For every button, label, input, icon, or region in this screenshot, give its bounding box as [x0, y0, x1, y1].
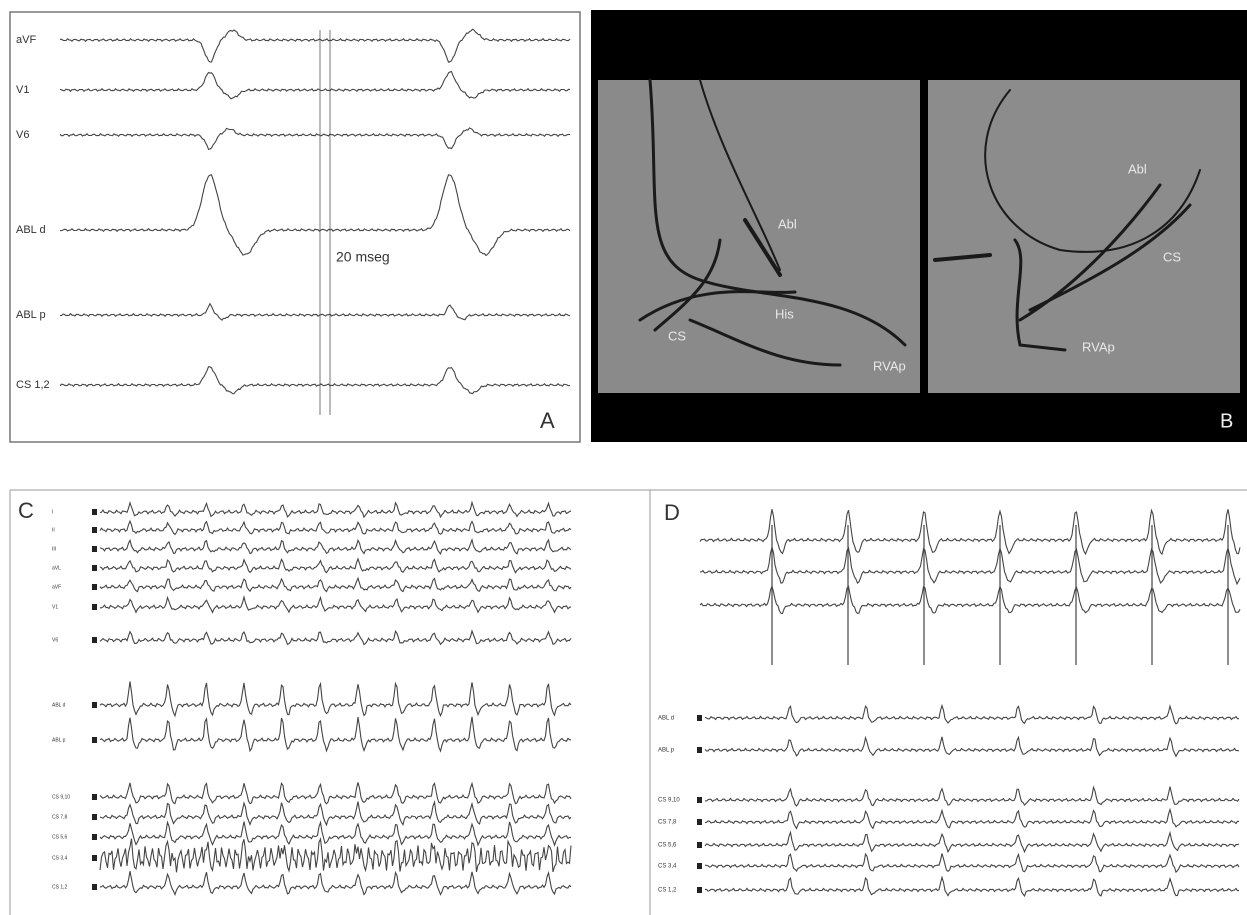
- lead-marker: [92, 814, 97, 820]
- ecg-trace: [99, 519, 572, 536]
- ecg-trace: [59, 366, 571, 395]
- fluoro-label: His: [775, 306, 794, 321]
- fluoro-label: RVAp: [873, 358, 906, 373]
- lead-marker: [92, 527, 97, 533]
- ecg-trace: [99, 629, 572, 646]
- panel-a-frame: [9, 11, 581, 443]
- ecg-trace: [99, 681, 572, 718]
- lead-label: ABL p: [52, 737, 66, 743]
- ecg-trace: [59, 28, 571, 63]
- lead-label: V1: [16, 84, 29, 96]
- ecg-trace: [99, 500, 572, 519]
- ecg-trace: [99, 800, 572, 827]
- lead-label: V6: [16, 129, 29, 141]
- lead-marker: [92, 855, 97, 861]
- lead-label: aVL: [52, 565, 61, 571]
- ecg-trace: [59, 70, 571, 100]
- ecg-trace: [704, 852, 1240, 874]
- lead-marker: [92, 604, 97, 610]
- lead-label: ABL d: [16, 224, 46, 236]
- fluoro-right: [928, 80, 1240, 393]
- ecg-trace: [699, 545, 1241, 586]
- ecg-trace: [99, 576, 572, 593]
- ecg-trace: [699, 584, 1241, 615]
- lead-label: CS 9,10: [658, 798, 680, 804]
- fluoro-label: CS: [1163, 249, 1181, 264]
- lead-label: CS 3,4: [658, 864, 677, 870]
- interval-annotation: 20 mseg: [336, 249, 390, 265]
- ecg-trace: [99, 716, 572, 753]
- lead-label: V1: [52, 604, 58, 610]
- ecg-trace: [60, 302, 571, 321]
- lead-label: CS 5,6: [52, 834, 68, 840]
- ecg-trace: [704, 875, 1240, 898]
- lead-label: CS 1,2: [658, 888, 677, 894]
- lead-label: II: [52, 527, 55, 533]
- ecg-trace: [699, 508, 1241, 556]
- lead-marker: [697, 747, 702, 753]
- lead-marker: [92, 565, 97, 571]
- panel-label: B: [1220, 410, 1233, 432]
- lead-label: aVF: [52, 584, 61, 590]
- lead-marker: [697, 797, 702, 803]
- ecg-trace: [704, 785, 1240, 807]
- catheters-right: [933, 89, 1201, 352]
- lead-marker: [92, 509, 97, 515]
- lead-label: ABL d: [658, 716, 674, 722]
- lead-marker: [697, 842, 702, 848]
- fluoro-label: RVAp: [1082, 339, 1115, 354]
- ecg-trace: [100, 594, 572, 614]
- lead-marker: [92, 884, 97, 890]
- ecg-trace: [704, 807, 1240, 830]
- lead-label: III: [52, 546, 56, 552]
- lead-marker: [697, 715, 702, 721]
- fluoro-left: [598, 80, 920, 393]
- panel-label: A: [540, 408, 555, 433]
- ecg-trace: [704, 830, 1240, 854]
- lead-label: ABL p: [16, 309, 46, 321]
- lead-label: CS 1,2: [16, 379, 50, 391]
- lead-label: CS 7,8: [52, 814, 68, 820]
- lead-marker: [697, 887, 702, 893]
- ecg-trace: [99, 837, 572, 873]
- fluoro-label: CS: [668, 328, 686, 343]
- lead-label: aVF: [16, 34, 36, 46]
- lead-marker: [92, 737, 97, 743]
- lead-label: I: [52, 509, 53, 515]
- lead-label: CS 5,6: [658, 843, 677, 849]
- lead-marker: [92, 637, 97, 643]
- ecg-trace: [99, 820, 571, 847]
- ecg-trace: [704, 735, 1240, 758]
- lead-marker: [697, 819, 702, 825]
- lead-label: CS 7,8: [658, 820, 677, 826]
- fluoro-label: Abl: [778, 216, 797, 231]
- ecg-trace: [99, 781, 572, 805]
- ecg-trace: [99, 870, 572, 897]
- lead-label: CS 3,4: [52, 855, 68, 861]
- lead-marker: [697, 863, 702, 869]
- lead-marker: [92, 546, 97, 552]
- ecg-trace: [99, 557, 572, 574]
- lead-label: CS 9,10: [52, 794, 70, 800]
- ecg-trace: [99, 537, 572, 556]
- lead-label: CS 1,2: [52, 884, 68, 890]
- lead-label: ABL p: [658, 748, 675, 754]
- ecg-trace: [704, 703, 1239, 725]
- lead-marker: [92, 584, 97, 590]
- catheters-left: [638, 78, 907, 367]
- lead-marker: [92, 702, 97, 708]
- fluoro-label: Abl: [1128, 161, 1147, 176]
- lead-label: ABL d: [52, 702, 66, 708]
- ecg-trace: [60, 174, 571, 257]
- lead-marker: [92, 794, 97, 800]
- panel-label: D: [664, 500, 680, 525]
- ecg-trace: [59, 127, 571, 151]
- panel-label: C: [18, 498, 34, 523]
- lead-marker: [92, 834, 97, 840]
- lead-label: V6: [52, 637, 58, 643]
